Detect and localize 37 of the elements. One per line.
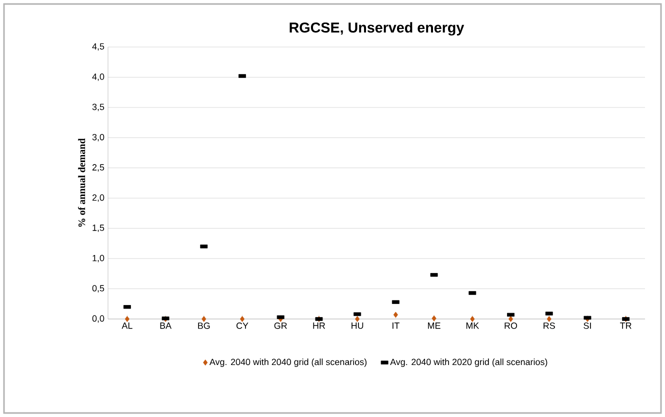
x-tick-label: RO <box>504 322 518 329</box>
point <box>546 316 552 322</box>
x-tick-label: AL <box>122 322 132 329</box>
point <box>432 315 436 322</box>
x-tick-label: TR <box>620 322 632 329</box>
point <box>124 316 130 322</box>
point <box>240 316 245 322</box>
x-tick-label: CY <box>236 322 248 329</box>
x-tick-label: ME <box>428 322 440 329</box>
x-tick-label: BG <box>198 322 210 329</box>
x-tick-label: RS <box>544 322 555 329</box>
y-tick-label: 4,0 <box>92 74 104 81</box>
point <box>508 316 514 322</box>
legend-label: Avg. 2040 with 2040 grid (all scenarios) <box>209 358 367 367</box>
y-tick-label: 4,5 <box>92 43 104 51</box>
y-tick-label: 3,5 <box>92 104 104 112</box>
x-tick-label: SI <box>584 322 591 329</box>
y-tick-label: 2,5 <box>92 164 104 172</box>
y-tick-label: 1,0 <box>92 254 104 262</box>
y-axis-title: % of annual demand <box>78 138 86 227</box>
y-tick-label: 3,0 <box>92 134 104 142</box>
point <box>470 316 475 322</box>
x-tick-label: IT <box>392 322 400 329</box>
x-tick-label: MK <box>466 322 480 329</box>
y-tick-label: 1,5 <box>92 224 104 232</box>
chart-title: RGCSE, Unserved energy <box>290 22 464 36</box>
legend-label: Avg. 2040 with 2020 grid (all scenarios) <box>390 358 548 367</box>
y-tick-label: 2,0 <box>92 194 104 202</box>
x-tick-label: HR <box>313 322 326 329</box>
x-tick-label: GR <box>274 322 287 329</box>
point <box>202 316 206 322</box>
point <box>355 316 360 322</box>
y-tick-label: 0,0 <box>92 315 104 323</box>
point <box>393 312 398 318</box>
x-tick-label: BA <box>160 322 172 329</box>
x-tick-label: HU <box>352 322 364 329</box>
y-tick-label: 0,5 <box>92 285 104 292</box>
